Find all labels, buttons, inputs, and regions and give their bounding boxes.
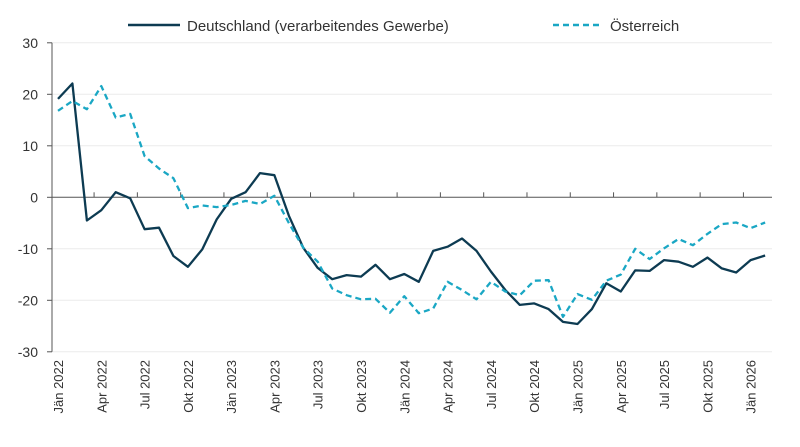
x-tick-label: Okt 2024 (527, 360, 542, 413)
x-tick-label: Apr 2025 (614, 360, 629, 413)
x-tick-label: Jän 2023 (224, 360, 239, 414)
y-tick-label: -20 (18, 292, 38, 308)
x-tick-label: Jul 2025 (657, 360, 672, 409)
y-tick-label: 0 (30, 189, 38, 205)
x-tick-label: Jul 2024 (484, 360, 499, 409)
x-tick-label: Okt 2022 (181, 360, 196, 413)
legend-label-oesterreich: Österreich (610, 17, 679, 35)
x-tick-label: Apr 2022 (94, 360, 109, 413)
legend: Deutschland (verarbeitendes Gewerbe) Öst… (128, 17, 679, 35)
x-tick-label: Jän 2026 (744, 360, 759, 414)
x-tick-label: Jul 2022 (138, 360, 153, 409)
series-line-deutschland (58, 84, 765, 325)
x-tick-label: Apr 2024 (441, 360, 456, 413)
y-tick-label: 10 (22, 138, 38, 154)
y-axis: 30 20 10 0 -10 -20 -30 (18, 35, 52, 360)
series-line-oesterreich (58, 86, 765, 317)
series-lines (58, 83, 765, 324)
y-tick-label: 30 (22, 35, 38, 51)
x-tick-label: Jän 2022 (51, 360, 66, 414)
legend-label-deutschland: Deutschland (verarbeitendes Gewerbe) (187, 18, 449, 35)
y-tick-label: -30 (18, 344, 38, 360)
y-tick-label: 20 (22, 86, 38, 102)
x-tick-label: Jul 2023 (311, 360, 326, 409)
x-tick-label: Okt 2023 (354, 360, 369, 413)
x-tick-label: Jän 2024 (397, 360, 412, 414)
x-tick-label: Jän 2025 (570, 360, 585, 414)
x-tick-label: Apr 2023 (267, 360, 282, 413)
y-tick-label: -10 (18, 241, 38, 257)
x-tick-label: Okt 2025 (700, 360, 715, 413)
